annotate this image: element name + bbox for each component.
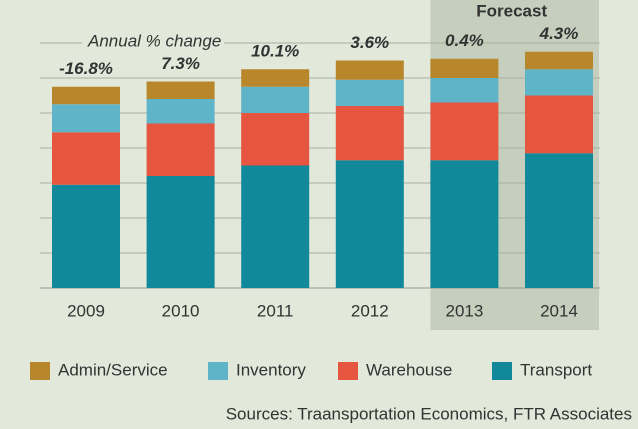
legend-swatch [492,362,512,380]
bar-segment [335,106,404,161]
annotation: Annual % change [87,31,221,50]
bar-segment [241,113,310,166]
bar-segment [430,102,499,161]
legend-label: Admin/Service [58,360,168,379]
legend-swatch [338,362,358,380]
bar-segment [525,153,593,288]
bar-segment [146,99,215,124]
legend-label: Inventory [236,360,306,379]
bar-segment [241,86,310,113]
legend-swatch [30,362,50,380]
bar-segment [241,165,310,288]
change-label: 3.6% [350,33,389,52]
bar-segment [430,58,499,78]
legend-label: Warehouse [366,360,452,379]
bar-segment [52,132,120,185]
bar-segment [146,123,215,176]
legend-swatch [208,362,228,380]
bar-segment [241,69,310,87]
change-label: 4.3% [539,24,579,43]
legend-label: Transport [520,360,592,379]
bar-segment [430,160,499,288]
x-tick-label: 2009 [67,301,105,320]
x-tick-label: 2010 [162,301,200,320]
annotation-background [82,32,224,52]
bar-segment [525,95,593,154]
bar-segment [525,51,593,70]
change-label: 0.4% [445,31,484,50]
x-tick-label: 2014 [540,301,578,320]
bar-segment [335,79,404,106]
bar-segment [52,184,120,288]
bar-segment [335,160,404,288]
bar-segment [335,60,404,80]
x-tick-label: 2013 [445,301,483,320]
x-tick-label: 2012 [351,301,389,320]
bar-segment [52,86,120,105]
source: Sources: Traansportation Economics, FTR … [226,404,632,423]
x-tick-label: 2011 [257,301,294,320]
change-label: 7.3% [161,54,200,73]
bar-segment [525,69,593,96]
change-label: 10.1% [251,42,299,61]
forecast-label: Forecast [476,1,547,20]
bar-segment [146,81,215,99]
bar-segment [146,176,215,288]
change-label: -16.8% [59,59,113,78]
bar-segment [430,78,499,103]
bar-segment [52,104,120,133]
